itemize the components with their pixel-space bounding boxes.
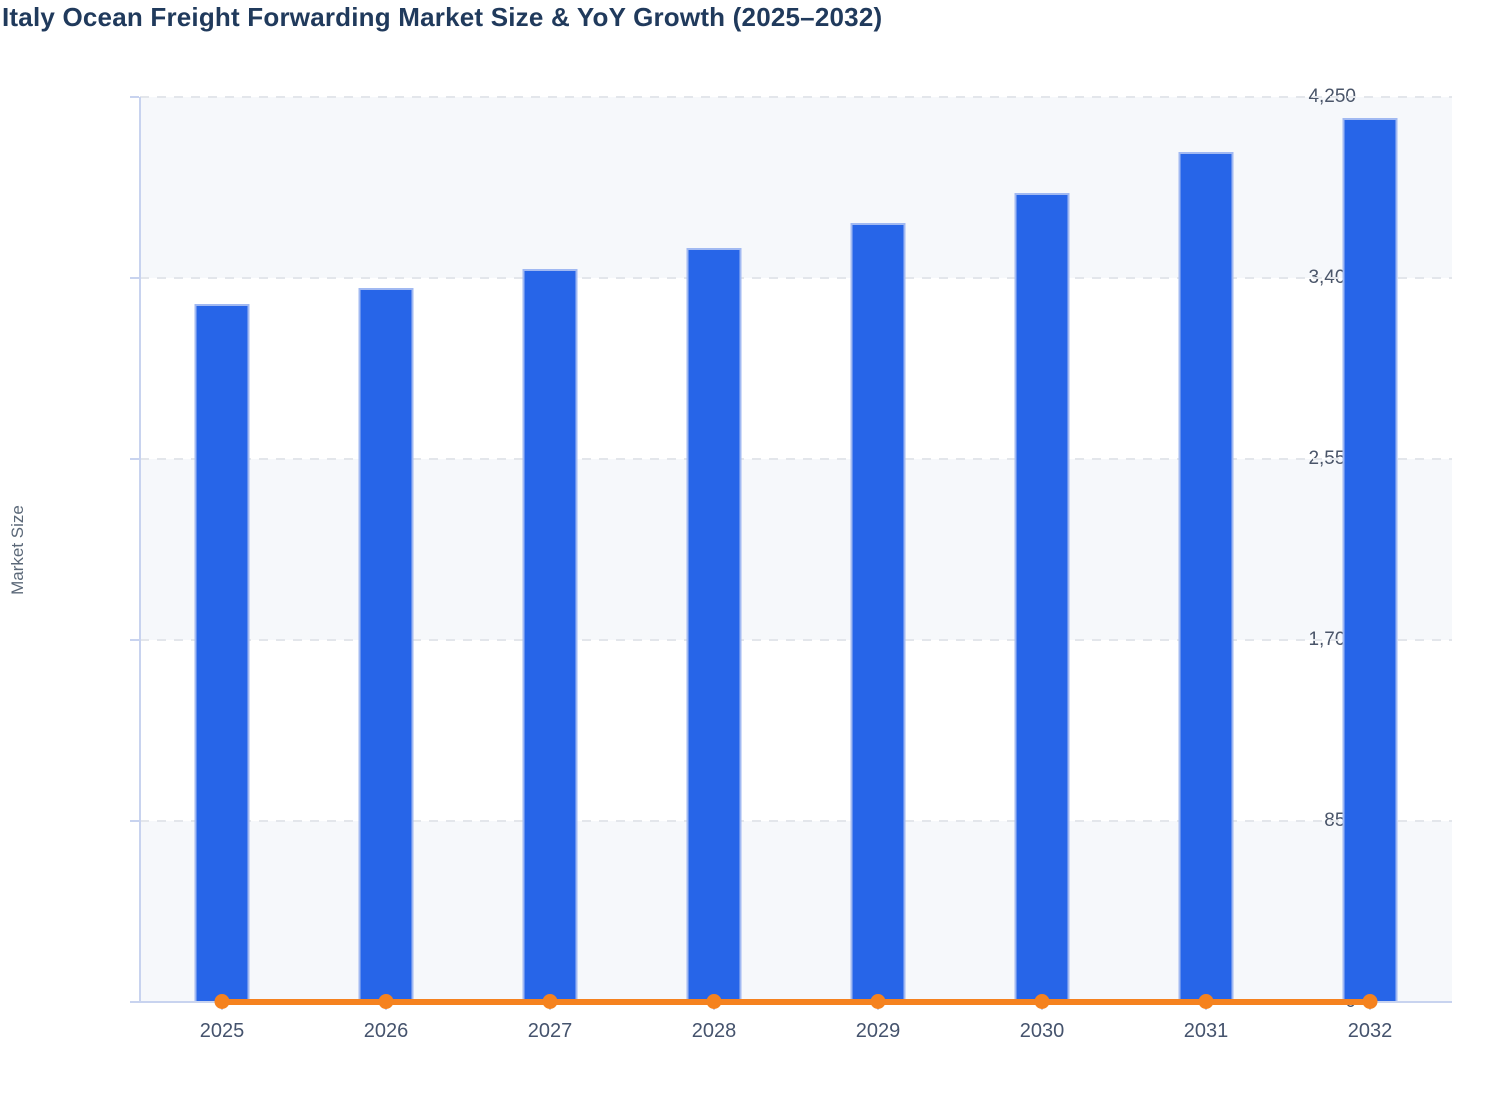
bar-2025[interactable] [194,303,250,1002]
yoy-point-2025[interactable] [214,994,230,1009]
yoy-point-2032[interactable] [1362,994,1378,1009]
x-tick-label: 2028 [691,1020,737,1042]
yoy-point-2026[interactable] [378,994,394,1009]
bar-2032[interactable] [1342,118,1398,1002]
x-tick-label: 2027 [527,1020,573,1042]
y-tick-mark [130,458,139,460]
gridline [140,458,1452,460]
y-axis-line [139,97,141,1002]
y-tick-mark [130,820,139,822]
x-tick-label: 2029 [855,1020,901,1042]
x-tick-label: 2032 [1347,1020,1393,1042]
gridline [140,820,1452,822]
bar-2027[interactable] [522,269,578,1002]
chart-title: Italy Ocean Freight Forwarding Market Si… [2,2,883,32]
y-tick-mark [130,1001,139,1003]
x-tick-label: 2026 [363,1020,409,1042]
y-axis-title: Market Size [8,505,27,595]
bar-2028[interactable] [686,248,742,1002]
bar-2030[interactable] [1014,192,1070,1002]
background-band [140,459,1452,640]
yoy-point-2030[interactable] [1034,994,1050,1009]
bar-2026[interactable] [358,287,414,1002]
yoy-point-2031[interactable] [1198,994,1214,1009]
yoy-point-2029[interactable] [870,994,886,1009]
y-tick-mark [130,277,139,279]
x-tick-label: 2031 [1183,1020,1229,1042]
x-tick-label: 2025 [199,1020,245,1042]
gridline [140,639,1452,641]
background-band [140,821,1452,1002]
yoy-point-2027[interactable] [542,994,558,1009]
background-band [140,97,1452,278]
y-tick-mark [130,639,139,641]
yoy-growth-line [222,999,1370,1005]
gridline [140,277,1452,279]
bar-2031[interactable] [1178,152,1234,1002]
y-tick-mark [130,96,139,98]
x-tick-label: 2030 [1019,1020,1065,1042]
plot-area [130,96,1452,1010]
yoy-point-2028[interactable] [706,994,722,1009]
gridline [140,96,1452,98]
bar-2029[interactable] [850,222,906,1002]
